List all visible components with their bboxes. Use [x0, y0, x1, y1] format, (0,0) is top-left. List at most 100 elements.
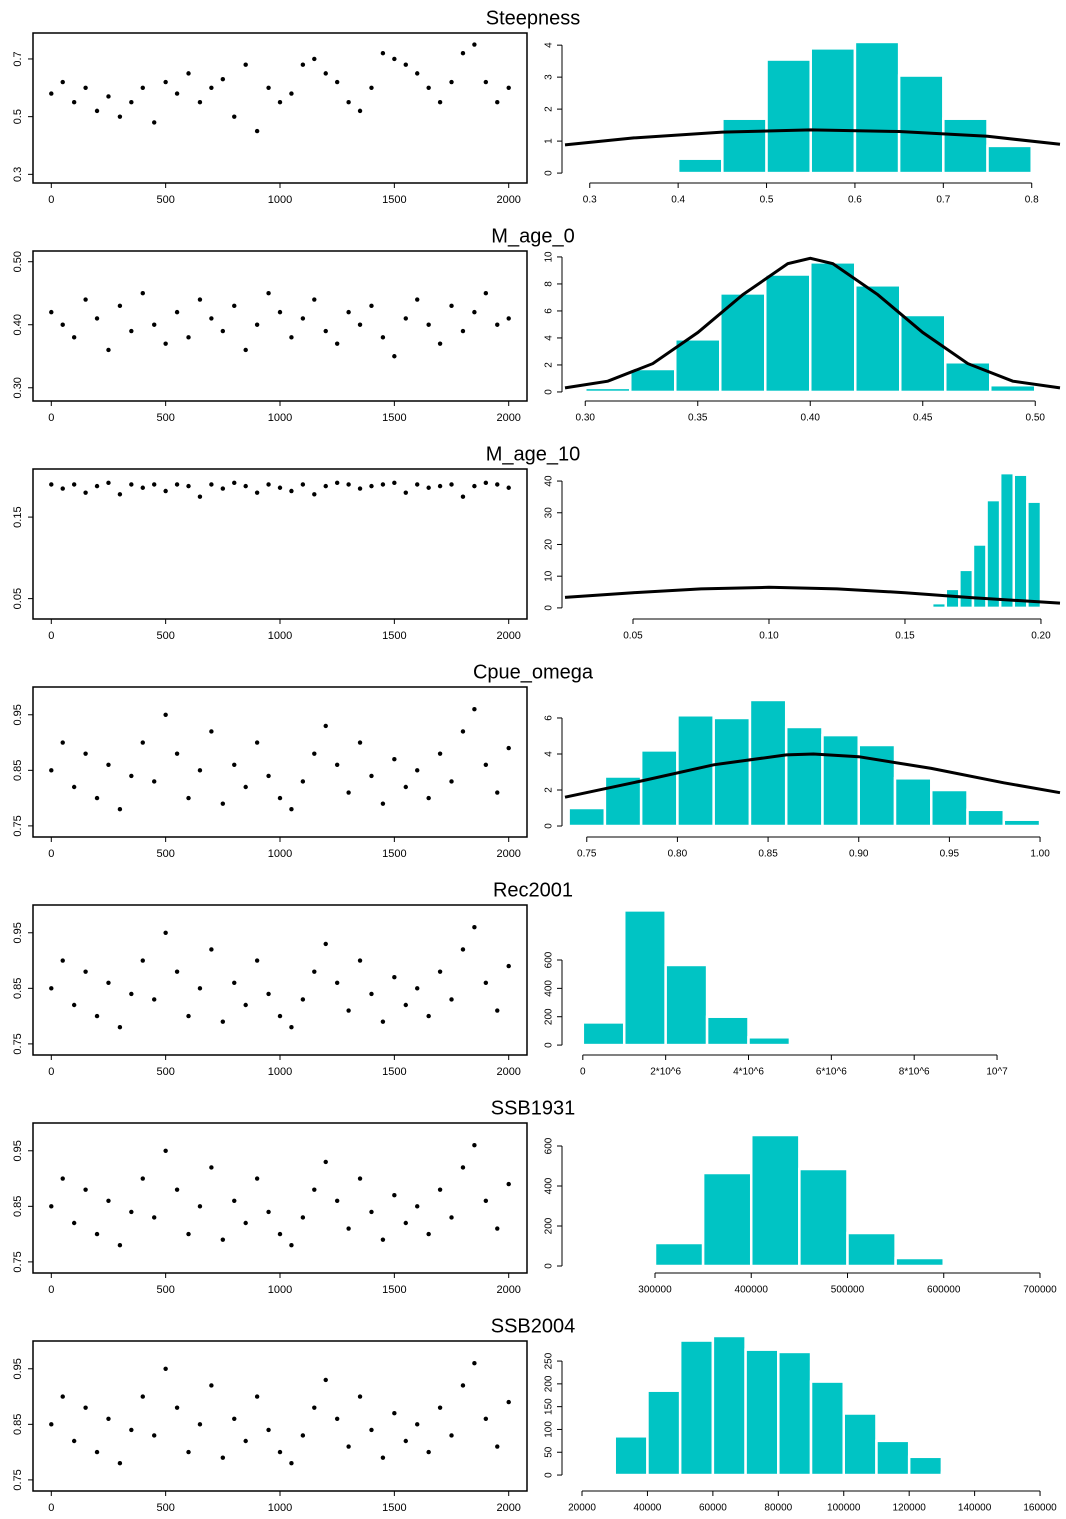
- x-tick-label: 1500: [382, 1284, 406, 1296]
- x-tick-label: 2000: [496, 1066, 520, 1078]
- trace-point: [403, 784, 408, 790]
- x-tick-label: 500: [156, 412, 174, 424]
- trace-point: [232, 980, 237, 985]
- trace-point: [174, 751, 180, 756]
- trace-point: [197, 1204, 203, 1209]
- histogram-bar: [989, 383, 1037, 394]
- trace-point: [460, 1383, 466, 1388]
- trace-point: [254, 1176, 260, 1181]
- x-tick-label: 0.75: [577, 849, 597, 860]
- x-tick-label: 2000: [496, 194, 520, 206]
- x-tick-label: 400000: [735, 1285, 769, 1296]
- trace-point: [426, 322, 431, 327]
- trace-point: [94, 483, 100, 489]
- trace-point: [437, 1187, 443, 1192]
- trace-point: [403, 316, 408, 321]
- trace-point: [209, 1383, 214, 1388]
- x-tick-label: 1500: [382, 412, 406, 424]
- histogram-bar: [580, 1471, 616, 1477]
- trace-point: [129, 1427, 134, 1433]
- x-tick-label: 0.8: [1025, 195, 1039, 206]
- trace-point: [277, 1449, 283, 1455]
- histogram-bar: [940, 1471, 976, 1477]
- y-tick-label: 6: [544, 715, 555, 721]
- histogram-bar: [944, 361, 992, 394]
- trace-point: [346, 1008, 351, 1013]
- x-tick-label: 6*10^6: [816, 1067, 847, 1078]
- x-tick-label: 1.00: [1030, 849, 1050, 860]
- trace-point: [94, 1449, 100, 1455]
- x-tick-label: 1500: [382, 848, 406, 860]
- histogram-bar: [958, 568, 975, 610]
- trace-point: [243, 347, 248, 353]
- histogram-bar: [764, 273, 812, 394]
- y-tick-label: 600: [544, 951, 555, 968]
- x-tick-label: 0.90: [849, 849, 869, 860]
- trace-point: [71, 1220, 77, 1226]
- trace-point: [403, 490, 408, 495]
- trace-point: [437, 341, 443, 346]
- histogram-bar: [998, 471, 1016, 610]
- trace-point: [357, 486, 363, 491]
- x-tick-label: 0.50: [1026, 413, 1046, 424]
- trace-point: [277, 100, 283, 105]
- trace-point: [289, 1461, 294, 1466]
- x-tick-label: 500: [156, 1502, 174, 1514]
- trace-point: [186, 1231, 191, 1237]
- trace-point: [117, 807, 123, 812]
- trace-point: [186, 1013, 191, 1019]
- trace-point: [483, 762, 489, 767]
- histogram-bar: [749, 1133, 801, 1268]
- trace-point: [460, 494, 466, 499]
- chart-title: Rec2001: [493, 879, 573, 901]
- trace-point: [197, 297, 203, 302]
- trace-point: [152, 1215, 157, 1220]
- trace-point: [220, 801, 226, 806]
- trace-point: [209, 1165, 214, 1170]
- trace-point: [415, 482, 420, 487]
- trace-point: [483, 79, 489, 85]
- histogram-bar: [747, 1036, 792, 1047]
- trace-point: [346, 1444, 351, 1449]
- trace-point: [277, 1231, 283, 1237]
- y-tick-label: 50: [544, 1446, 555, 1458]
- trace-point: [83, 969, 88, 974]
- trace-point: [140, 1176, 145, 1181]
- trace-point: [334, 1416, 340, 1421]
- trace-point: [174, 309, 180, 315]
- histogram-bar: [744, 1348, 780, 1477]
- histogram-bar: [853, 40, 901, 175]
- trace-point: [49, 1204, 54, 1209]
- histogram-bar: [809, 261, 857, 394]
- trace-point: [472, 483, 477, 489]
- histogram-bar: [664, 963, 709, 1047]
- trace-point: [117, 1025, 123, 1030]
- plot-frame: [32, 1122, 528, 1274]
- x-tick-label: 0.85: [758, 849, 778, 860]
- trace-point: [334, 480, 340, 486]
- histogram-bar: [944, 587, 961, 610]
- y-tick-label: 0.30: [12, 377, 24, 398]
- y-tick-label: 3: [544, 74, 555, 80]
- trace-point: [426, 85, 431, 91]
- trace-point: [426, 1231, 431, 1237]
- trace-point: [232, 1416, 237, 1421]
- trace-point: [94, 795, 100, 801]
- trace-point: [83, 1405, 88, 1410]
- histogram-bar: [842, 1412, 878, 1477]
- trace-point: [415, 986, 420, 991]
- trace-point: [300, 779, 306, 784]
- histogram-bar: [846, 1231, 897, 1268]
- trace-point: [392, 56, 397, 62]
- trace-point: [369, 1209, 374, 1215]
- y-tick-label: 0.95: [12, 1358, 24, 1379]
- trace-point: [209, 85, 214, 91]
- trace-point: [426, 795, 431, 801]
- y-tick-label: 30: [544, 507, 555, 519]
- trace-point: [289, 488, 294, 494]
- trace-point: [266, 85, 271, 91]
- histogram-bar: [942, 117, 989, 175]
- trace-point: [323, 723, 328, 729]
- trace-point: [254, 958, 260, 963]
- trace-point: [60, 486, 65, 491]
